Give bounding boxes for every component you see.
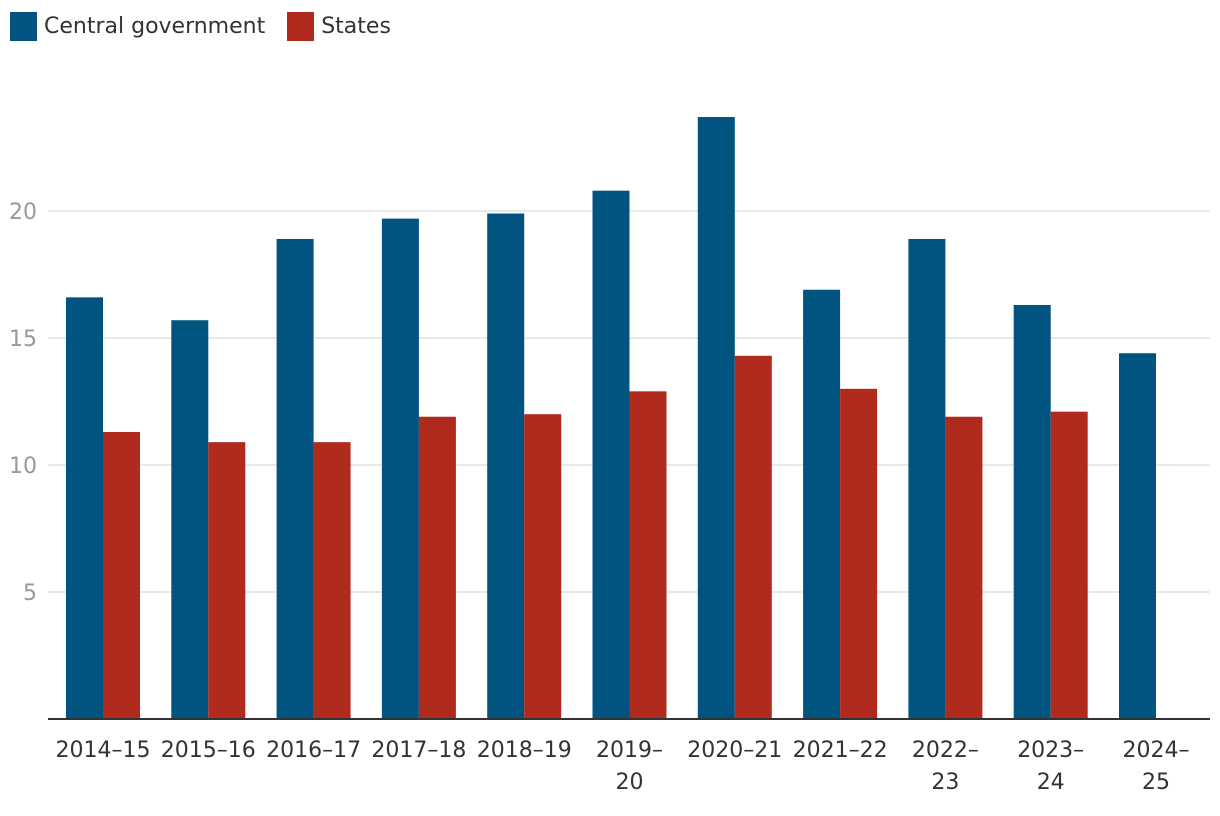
x-tick-label-9: 2023– 24 [1017, 738, 1084, 795]
x-tick-label-10: 2024– 25 [1123, 738, 1190, 795]
legend: Central government States [10, 12, 413, 41]
x-tick-label-4: 2018–19 [477, 738, 572, 763]
bar-states-5 [629, 391, 667, 719]
y-tick-label-10: 10 [9, 454, 37, 479]
x-tick-label-8: 2022– 23 [912, 738, 979, 795]
bar-central-government-10 [1119, 353, 1156, 719]
bar-central-government-5 [592, 190, 630, 719]
y-tick-label-5: 5 [23, 581, 37, 606]
bar-states-1 [208, 442, 246, 719]
bar-states-7 [840, 388, 878, 719]
bar-central-government-4 [487, 213, 525, 720]
bar-central-government-1 [171, 320, 209, 719]
bar-states-3 [418, 416, 456, 719]
bar-states-6 [734, 355, 772, 719]
legend-swatch-states [287, 12, 315, 41]
bar-central-government-7 [803, 289, 841, 719]
bar-central-government-2 [276, 238, 314, 719]
bar-central-government-8 [908, 238, 946, 719]
bar-central-government-9 [1013, 304, 1051, 719]
bar-central-government-6 [697, 117, 735, 719]
bar-central-government-3 [381, 218, 419, 719]
legend-swatch-central-government [10, 12, 37, 41]
bar-states-0 [103, 431, 140, 719]
bar-central-government-0 [66, 297, 103, 719]
bar-states-4 [524, 414, 562, 719]
x-tick-label-5: 2019– 20 [596, 738, 663, 795]
x-tick-label-0: 2014–15 [56, 738, 151, 763]
legend-item-central-government: Central government [10, 12, 265, 41]
x-tick-label-3: 2017–18 [371, 738, 466, 763]
bar-states-8 [945, 416, 983, 719]
x-tick-label-6: 2020–21 [687, 738, 782, 763]
y-tick-label-15: 15 [9, 327, 37, 352]
bar-states-2 [313, 442, 351, 719]
legend-label-central-government: Central government [44, 14, 266, 39]
y-tick-label-20: 20 [9, 200, 37, 225]
bar-states-9 [1050, 411, 1088, 719]
x-tick-label-1: 2015–16 [161, 738, 256, 763]
legend-label-states: States [321, 14, 391, 39]
x-tick-label-2: 2016–17 [266, 738, 361, 763]
legend-item-states: States [287, 12, 391, 41]
x-tick-label-7: 2021–22 [793, 738, 888, 763]
